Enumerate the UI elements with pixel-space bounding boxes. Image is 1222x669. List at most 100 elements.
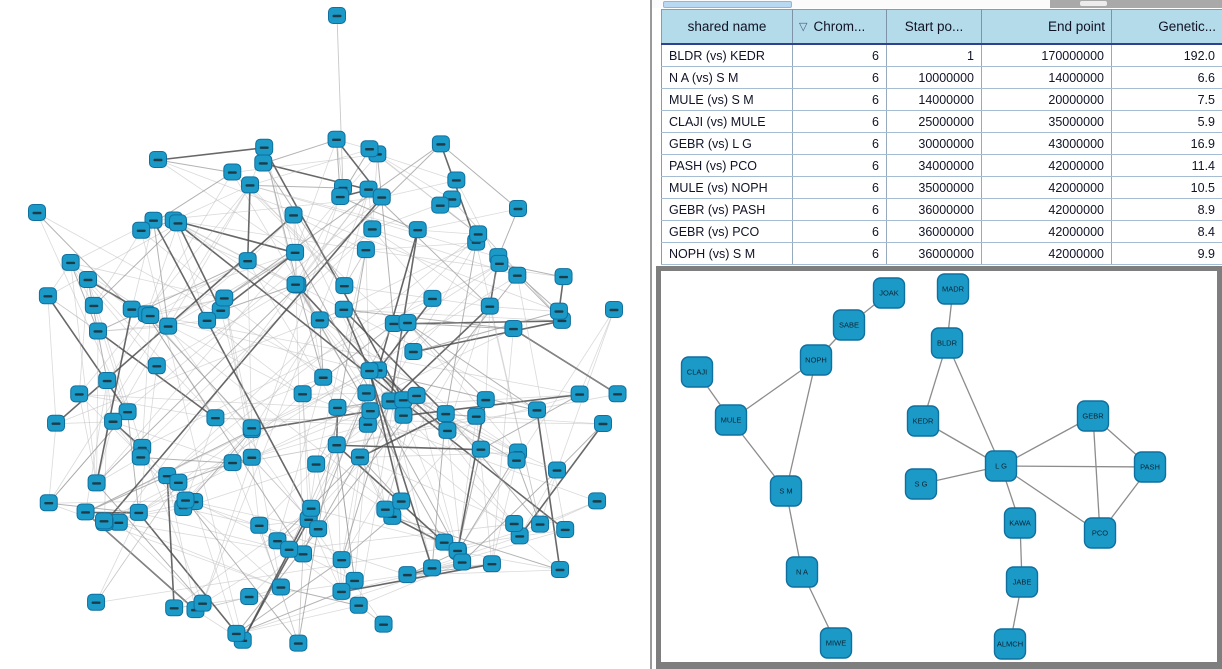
network-node[interactable] xyxy=(357,384,376,402)
network-node[interactable] xyxy=(608,385,627,403)
network-node-noph[interactable]: NOPH xyxy=(799,344,833,376)
network-node-almch[interactable]: ALMCH xyxy=(993,628,1027,660)
network-node[interactable] xyxy=(169,473,188,491)
network-node[interactable] xyxy=(132,221,151,239)
network-node[interactable] xyxy=(95,512,114,530)
network-node[interactable] xyxy=(289,634,308,652)
network-node[interactable] xyxy=(238,252,257,270)
network-node[interactable] xyxy=(554,268,573,286)
network-node[interactable] xyxy=(293,385,312,403)
network-node[interactable] xyxy=(531,515,550,533)
network-edge[interactable] xyxy=(1000,465,1151,468)
network-node[interactable] xyxy=(453,553,472,571)
network-node[interactable] xyxy=(447,171,466,189)
network-node[interactable] xyxy=(242,419,261,437)
network-node[interactable] xyxy=(39,494,58,512)
network-node-n-a[interactable]: N A xyxy=(785,556,819,588)
network-node[interactable] xyxy=(549,302,568,320)
network-node[interactable] xyxy=(605,301,623,318)
network-node[interactable] xyxy=(223,163,242,181)
network-node-bldr[interactable]: BLDR xyxy=(930,327,964,359)
network-edge[interactable] xyxy=(785,359,817,492)
network-node[interactable] xyxy=(250,516,269,534)
network-node[interactable] xyxy=(176,491,195,509)
network-node[interactable] xyxy=(335,277,354,295)
network-node[interactable] xyxy=(480,297,499,315)
network-node-gebr[interactable]: GEBR xyxy=(1076,400,1110,432)
network-node[interactable] xyxy=(360,140,379,158)
network-node[interactable] xyxy=(467,407,486,425)
network-node-jabe[interactable]: JABE xyxy=(1005,566,1039,598)
horizontal-scrollbar[interactable] xyxy=(652,0,1222,8)
network-node[interactable] xyxy=(294,545,313,563)
network-edge[interactable] xyxy=(1000,465,1101,534)
network-node[interactable] xyxy=(438,421,457,439)
network-node-miwe[interactable]: MIWE xyxy=(819,627,853,659)
table-row[interactable]: GEBR (vs) PASH 6 36000000 42000000 8.9 xyxy=(661,198,1222,221)
network-node[interactable] xyxy=(206,409,225,427)
table-row[interactable]: GEBR (vs) L G 6 30000000 43000000 16.9 xyxy=(661,132,1222,155)
network-node[interactable] xyxy=(490,254,509,272)
column-header-genetic[interactable]: Genetic... xyxy=(1111,9,1222,45)
network-node[interactable] xyxy=(241,176,260,194)
network-node[interactable] xyxy=(349,596,368,614)
network-node-madr[interactable]: MADR xyxy=(936,273,970,305)
network-node[interactable] xyxy=(436,405,455,423)
network-node[interactable] xyxy=(345,571,364,589)
network-node[interactable] xyxy=(398,566,417,584)
detail-network-panel[interactable]: JOAK MADR SABE NOPH BLDR CLAJI MULE KEDR GEBR L G… xyxy=(656,266,1222,669)
network-node[interactable] xyxy=(198,311,217,329)
network-node-kedr[interactable]: KEDR xyxy=(906,405,940,437)
network-node[interactable] xyxy=(394,406,413,424)
network-node[interactable] xyxy=(398,313,417,331)
network-node[interactable] xyxy=(431,196,450,214)
network-node[interactable] xyxy=(118,403,137,421)
network-node[interactable] xyxy=(280,540,299,558)
network-node[interactable] xyxy=(286,243,305,261)
network-node[interactable] xyxy=(327,130,346,148)
network-node[interactable] xyxy=(76,503,95,521)
table-row[interactable]: BLDR (vs) KEDR 6 1 170000000 192.0 xyxy=(661,44,1222,67)
network-node[interactable] xyxy=(588,492,607,510)
network-node[interactable] xyxy=(504,320,523,338)
network-node[interactable] xyxy=(360,362,379,380)
network-node[interactable] xyxy=(242,448,261,466)
network-edge[interactable] xyxy=(946,342,1002,467)
network-node[interactable] xyxy=(482,555,501,573)
network-node[interactable] xyxy=(223,454,242,472)
column-header-start-po[interactable]: Start po... xyxy=(886,9,982,45)
network-node[interactable] xyxy=(505,514,524,532)
network-node[interactable] xyxy=(227,624,246,642)
network-node[interactable] xyxy=(328,398,347,416)
network-node[interactable] xyxy=(141,307,160,325)
network-node-sabe[interactable]: SABE xyxy=(832,309,866,341)
network-node[interactable] xyxy=(507,451,526,469)
network-node[interactable] xyxy=(556,520,575,538)
network-node[interactable] xyxy=(193,594,212,612)
network-node[interactable] xyxy=(334,300,353,318)
network-node[interactable] xyxy=(551,561,569,578)
network-node[interactable] xyxy=(527,401,546,419)
network-node[interactable] xyxy=(87,474,106,492)
network-node[interactable] xyxy=(363,220,382,238)
network-node[interactable] xyxy=(131,448,150,466)
network-node[interactable] xyxy=(548,461,567,479)
network-node[interactable] xyxy=(302,499,321,517)
network-node[interactable] xyxy=(508,266,527,284)
network-node[interactable] xyxy=(332,582,351,600)
scrollbar-gray-tab[interactable] xyxy=(1080,1,1107,6)
network-node[interactable] xyxy=(271,578,290,596)
network-node-joak[interactable]: JOAK xyxy=(872,277,906,309)
network-node[interactable] xyxy=(61,253,80,271)
network-node[interactable] xyxy=(423,559,442,577)
network-node[interactable] xyxy=(361,402,380,420)
network-node[interactable] xyxy=(408,221,427,239)
filter-icon[interactable]: ▽ xyxy=(799,21,808,33)
network-node[interactable] xyxy=(350,448,369,466)
network-node[interactable] xyxy=(376,500,395,518)
network-node[interactable] xyxy=(307,455,326,473)
network-node[interactable] xyxy=(255,138,274,156)
network-edge[interactable] xyxy=(1092,415,1101,534)
network-node[interactable] xyxy=(159,317,178,335)
